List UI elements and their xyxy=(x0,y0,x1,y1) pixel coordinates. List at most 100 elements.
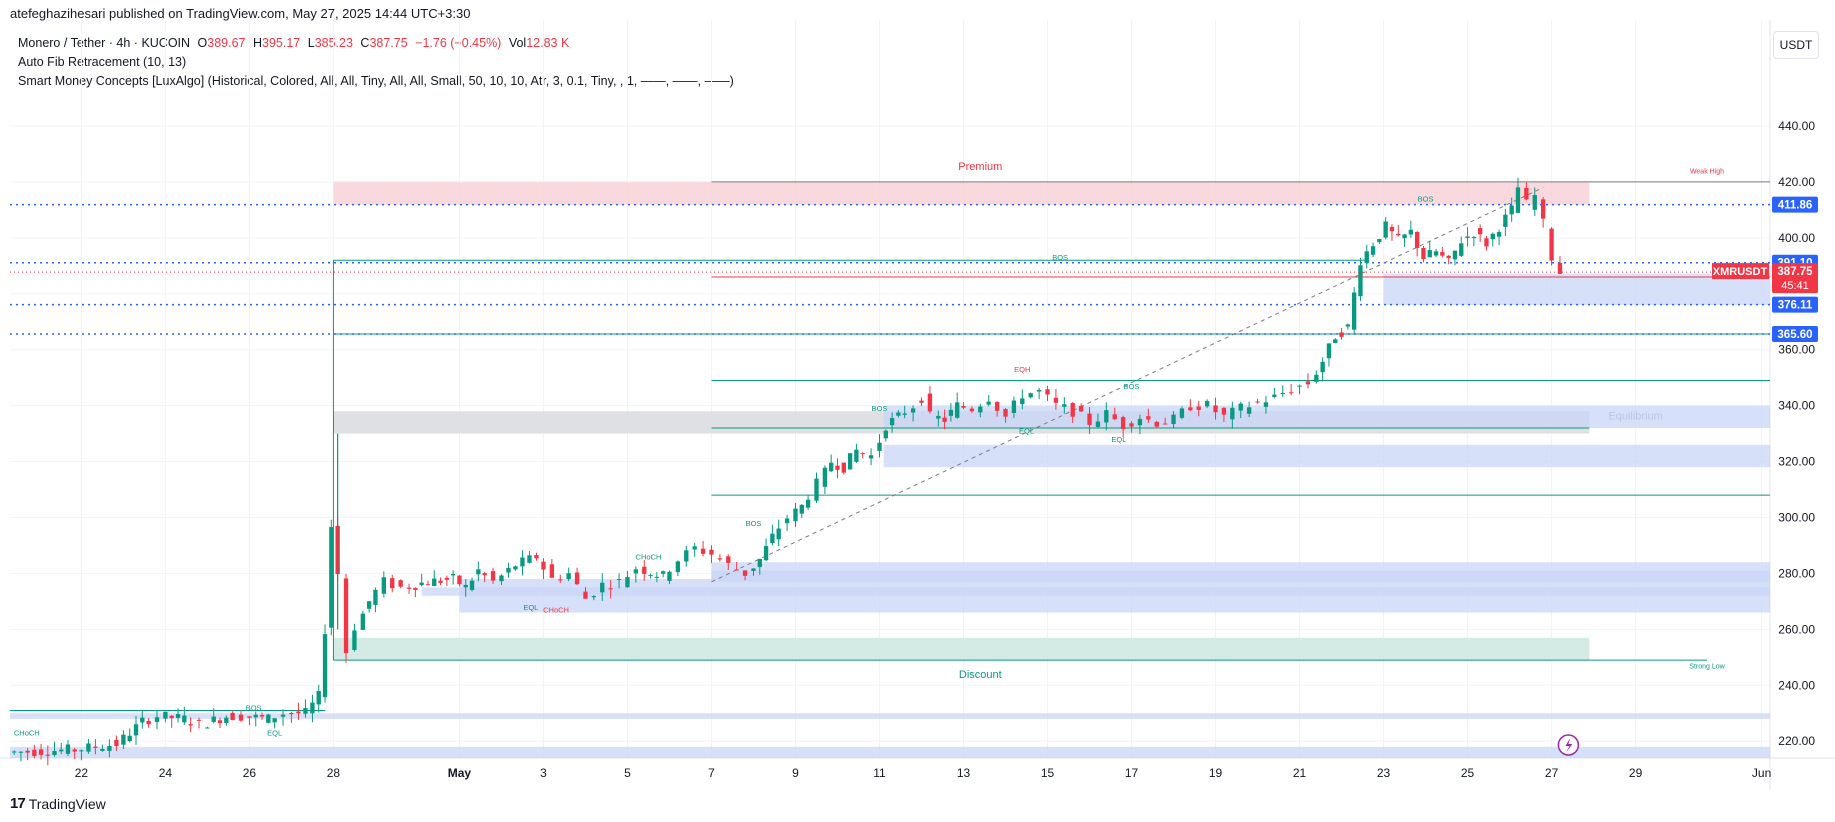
symbol-tag-text: XMRUSDT xyxy=(1713,266,1768,278)
countdown-text: 45:41 xyxy=(1781,280,1809,292)
candle-body xyxy=(675,561,681,573)
y-tick-label: 400.00 xyxy=(1778,231,1815,245)
candle xyxy=(841,462,846,475)
candle-body xyxy=(1549,228,1554,261)
candle xyxy=(1078,403,1084,412)
candle xyxy=(742,570,748,581)
candle xyxy=(961,402,966,410)
candle xyxy=(1162,417,1168,425)
candle-body xyxy=(1221,407,1227,415)
candle xyxy=(506,562,511,578)
tradingview-logo[interactable]: 17 TradingView xyxy=(10,795,106,812)
candle xyxy=(978,403,983,418)
candle xyxy=(1389,224,1395,241)
candle-body xyxy=(211,716,216,722)
order-block-zone xyxy=(1383,274,1770,305)
candle xyxy=(654,571,660,583)
candle-body xyxy=(390,578,395,589)
candle xyxy=(734,562,739,571)
indicator-fib[interactable]: Auto Fib Retracement (10, 13) xyxy=(18,55,187,69)
candle xyxy=(1053,388,1059,410)
candle-body xyxy=(1246,407,1252,414)
candle xyxy=(633,566,639,583)
candle xyxy=(667,570,672,585)
candle xyxy=(432,570,437,587)
symbol-title[interactable]: Monero / Tether · 4h · KUCOIN xyxy=(18,36,191,50)
ohlc-row: Monero / Tether · 4h · KUCOIN O389.67 H3… xyxy=(18,34,734,53)
candle-body xyxy=(1433,251,1439,256)
candle-body xyxy=(289,712,294,715)
candle-body xyxy=(994,402,1000,411)
indicator-smc[interactable]: Smart Money Concepts [LuxAlgo] (Historic… xyxy=(18,74,734,88)
candle xyxy=(1188,399,1193,411)
candle-body xyxy=(140,717,145,723)
candles xyxy=(12,177,1563,766)
candle-body xyxy=(1288,392,1294,394)
price-tag-text: 387.75 xyxy=(1777,266,1813,278)
candle-body xyxy=(133,724,139,736)
candle xyxy=(1104,402,1109,431)
candle xyxy=(1320,357,1325,382)
candle xyxy=(1383,217,1388,240)
candle-body xyxy=(1440,252,1445,256)
candle-body xyxy=(1137,418,1143,426)
candle xyxy=(642,560,647,581)
candle-body xyxy=(1396,233,1401,236)
candle-body xyxy=(692,546,697,550)
candle xyxy=(835,458,840,479)
candle xyxy=(784,514,790,531)
candle-body xyxy=(1490,233,1495,240)
candle-body xyxy=(499,575,504,582)
candle-body xyxy=(799,504,804,514)
candle-body xyxy=(1213,405,1218,413)
currency-button[interactable]: USDT xyxy=(1773,31,1819,59)
candle xyxy=(1452,250,1458,266)
candle-body xyxy=(1414,231,1420,248)
candle-body xyxy=(381,577,387,594)
y-tick-label: 360.00 xyxy=(1778,343,1815,357)
candle xyxy=(847,453,853,470)
candle-body xyxy=(373,589,378,605)
candle xyxy=(107,739,112,758)
candle xyxy=(366,600,372,613)
candle-body xyxy=(196,719,202,721)
candle xyxy=(79,749,84,761)
candle-body xyxy=(272,718,277,723)
candle xyxy=(247,716,252,726)
x-tick-label: 22 xyxy=(75,766,89,780)
x-tick-label: 23 xyxy=(1377,766,1391,780)
y-tick-label: 440.00 xyxy=(1778,119,1815,133)
x-tick-label: 29 xyxy=(1629,766,1643,780)
candle-body xyxy=(65,744,71,754)
candle xyxy=(883,429,888,442)
candle-body xyxy=(303,708,308,714)
candle-body xyxy=(1255,401,1260,403)
volume-value: 12.83 K xyxy=(526,36,570,50)
candle xyxy=(896,410,901,418)
candle-body xyxy=(1320,361,1325,373)
candle-body xyxy=(1154,421,1159,427)
candle xyxy=(1263,396,1269,414)
candle xyxy=(1377,238,1382,245)
candle-body xyxy=(1408,229,1414,235)
high-label: H xyxy=(253,36,263,50)
candle xyxy=(1171,411,1176,429)
candle xyxy=(936,410,941,427)
candle xyxy=(86,738,91,754)
volume-label: Vol xyxy=(508,36,527,50)
candle xyxy=(1146,408,1151,423)
candle xyxy=(1154,420,1159,429)
candle xyxy=(1509,197,1514,222)
candle-body xyxy=(883,430,888,439)
candle-body xyxy=(18,751,24,753)
order-block-zone xyxy=(883,444,1770,468)
x-tick-label: 5 xyxy=(624,766,631,780)
candle-body xyxy=(1509,205,1514,215)
candle-body xyxy=(1364,251,1369,264)
x-tick-label: 9 xyxy=(792,766,799,780)
candle-body xyxy=(444,577,450,580)
candle-body xyxy=(784,518,790,524)
discount-zone xyxy=(333,637,1590,661)
candle xyxy=(196,717,202,729)
